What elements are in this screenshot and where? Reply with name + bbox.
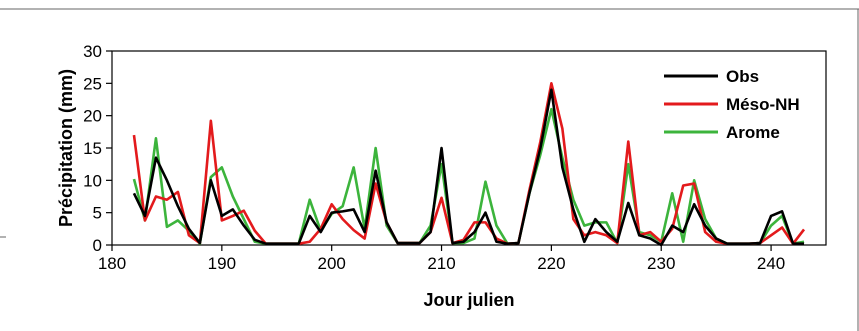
y-axis-label: Précipitation (mm): [56, 69, 76, 227]
x-tick-label: 180: [98, 254, 126, 273]
y-tick-label: 30: [83, 42, 102, 61]
plot-area: [111, 50, 827, 246]
y-tick-label: 0: [93, 236, 102, 255]
y-tick-label: 15: [83, 139, 102, 158]
x-tick-label: 220: [537, 254, 565, 273]
legend-label-meso-nh: Méso-NH: [726, 95, 800, 114]
x-axis-label: Jour julien: [423, 290, 514, 310]
legend-label-arome: Arome: [726, 123, 780, 142]
legend: Obs Méso-NH Arome: [664, 67, 800, 142]
series-line-obs: [132, 88, 805, 247]
x-tick-label: 240: [757, 254, 785, 273]
y-tick-label: 20: [83, 107, 102, 126]
y-axis-ticks: 0 5 10 15 20 25 30: [83, 42, 112, 255]
y-tick-label: 25: [83, 74, 102, 93]
series-lines: [132, 82, 806, 247]
series-line-m-so-nh: [132, 82, 806, 246]
legend-label-obs: Obs: [726, 67, 759, 86]
x-tick-label: 230: [647, 254, 675, 273]
y-tick-label: 10: [83, 171, 102, 190]
series-line-arome: [132, 107, 805, 246]
x-axis-ticks: 180 190 200 210 220 230 240: [98, 245, 785, 273]
x-tick-label: 190: [208, 254, 236, 273]
y-tick-label: 5: [93, 204, 102, 223]
x-tick-label: 200: [318, 254, 346, 273]
x-tick-label: 210: [427, 254, 455, 273]
